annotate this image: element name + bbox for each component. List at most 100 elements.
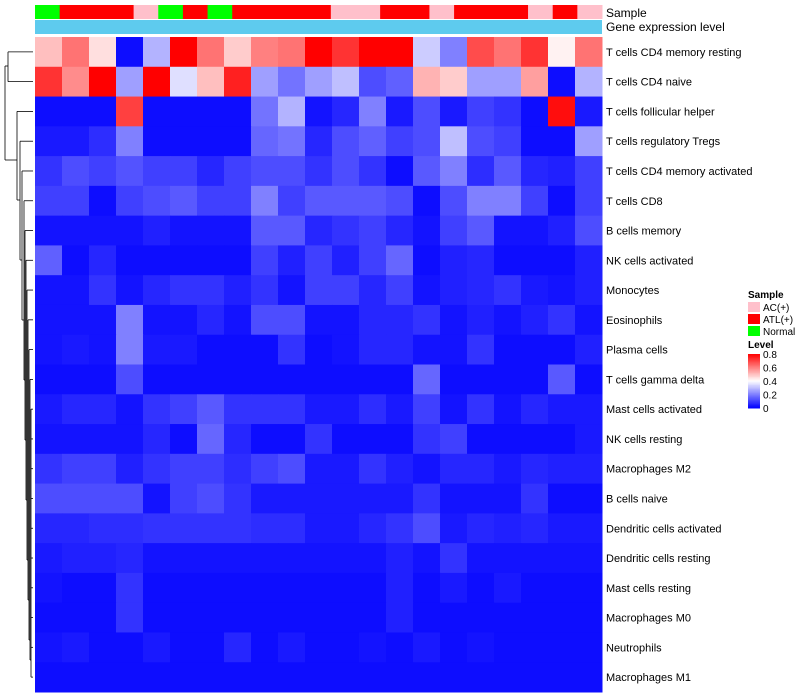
heatmap-cell xyxy=(197,215,225,246)
colorbar-segment xyxy=(748,360,760,363)
heatmap-cell xyxy=(251,394,279,425)
heatmap-cell xyxy=(143,96,171,127)
heatmap-cell xyxy=(170,364,198,395)
heatmap-cell xyxy=(467,632,495,663)
heatmap-cell xyxy=(251,483,279,514)
heatmap-cell xyxy=(251,37,279,68)
heatmap-cell xyxy=(413,543,441,574)
heatmap-cell xyxy=(305,364,333,395)
heatmap-cell xyxy=(116,66,144,98)
heatmap-cell xyxy=(35,364,63,395)
sample-annotation-cell xyxy=(232,5,258,19)
heatmap-cell xyxy=(89,513,117,544)
heatmap-cell xyxy=(143,245,171,276)
heatmap-cell xyxy=(548,394,576,425)
heatmap-cell xyxy=(521,424,549,455)
heatmap-cell xyxy=(494,662,522,693)
row-label: Macrophages M2 xyxy=(606,464,691,476)
heatmap-cell xyxy=(467,215,495,246)
heatmap-cell xyxy=(440,334,468,365)
heatmap-cell xyxy=(89,364,117,395)
heatmap-cell xyxy=(413,632,441,663)
heatmap-cell xyxy=(359,215,387,246)
heatmap-cell xyxy=(62,126,90,157)
row-label: Dendritic cells activated xyxy=(606,523,722,535)
heatmap-cell xyxy=(467,304,495,336)
heatmap-cell xyxy=(62,662,90,693)
heatmap-cell xyxy=(521,275,549,306)
heatmap-cell xyxy=(62,483,90,514)
heatmap-cell xyxy=(494,275,522,306)
heatmap-cell xyxy=(467,245,495,276)
heatmap-cell xyxy=(521,96,549,127)
heatmap-cell xyxy=(170,394,198,425)
heatmap-cell xyxy=(521,185,549,217)
heatmap-cell xyxy=(494,453,522,485)
heatmap-cell xyxy=(575,662,603,693)
heatmap-cell xyxy=(278,215,306,246)
heatmap-cell xyxy=(413,66,441,98)
heatmap-cell xyxy=(548,275,576,306)
heatmap-cell xyxy=(386,424,414,455)
heatmap-cell xyxy=(35,156,63,187)
heatmap-cell xyxy=(440,483,468,514)
heatmap-cell xyxy=(467,156,495,187)
heatmap-cell xyxy=(305,424,333,455)
colorbar-segment xyxy=(748,382,760,385)
heatmap-cell xyxy=(332,66,360,98)
heatmap-cell xyxy=(332,662,360,693)
heatmap-cell xyxy=(440,304,468,336)
heatmap-cell xyxy=(467,572,495,604)
heatmap-cell xyxy=(251,602,279,633)
heatmap-cell xyxy=(332,37,360,68)
heatmap-cell xyxy=(251,126,279,157)
heatmap-cell xyxy=(143,424,171,455)
heatmap-cell xyxy=(386,543,414,574)
heatmap-cell xyxy=(440,394,468,425)
heatmap-cell xyxy=(305,37,333,68)
heatmap-cell xyxy=(440,364,468,395)
heatmap-cell xyxy=(224,126,252,157)
heatmap-cell xyxy=(251,66,279,98)
heatmap-cell xyxy=(575,543,603,574)
heatmap-cell xyxy=(224,394,252,425)
heatmap-cell xyxy=(170,66,198,98)
heatmap-cell xyxy=(467,394,495,425)
colorbar-segment xyxy=(748,378,760,381)
heatmap-cell xyxy=(170,483,198,514)
heatmap-cell xyxy=(548,543,576,574)
colorbar-tick-label: 0 xyxy=(763,404,769,415)
heatmap-cell xyxy=(224,37,252,68)
heatmap-cell xyxy=(224,275,252,306)
heatmap-cell xyxy=(467,453,495,485)
sample-annotation-cell xyxy=(503,5,529,19)
heatmap-cell xyxy=(467,364,495,395)
heatmap-cell xyxy=(89,245,117,276)
heatmap-cell xyxy=(116,483,144,514)
heatmap-cell xyxy=(143,126,171,157)
heatmap-cell xyxy=(35,304,63,336)
colorbar-tick-label: 0.2 xyxy=(763,391,777,402)
heatmap-cell xyxy=(62,364,90,395)
heatmap-cell xyxy=(494,96,522,127)
heatmap-cell xyxy=(359,453,387,485)
sample-annotation-cell xyxy=(207,5,233,19)
heatmap-cell xyxy=(143,304,171,336)
colorbar-segment xyxy=(748,393,760,395)
heatmap-cell xyxy=(494,602,522,633)
heatmap-cell xyxy=(170,602,198,633)
heatmap-cell xyxy=(467,126,495,157)
heatmap-cell xyxy=(116,513,144,544)
heatmap-cell xyxy=(305,156,333,187)
heatmap-cell xyxy=(332,185,360,217)
heatmap-cell xyxy=(143,364,171,395)
heatmap-cell xyxy=(548,156,576,187)
heatmap-cell xyxy=(548,37,576,68)
heatmap-cell xyxy=(35,602,63,633)
heatmap-cell xyxy=(548,245,576,276)
heatmap-cell xyxy=(89,156,117,187)
colorbar-segment xyxy=(748,402,760,405)
row-label: Neutrophils xyxy=(606,642,662,654)
sample-annotation-cell xyxy=(577,5,603,19)
heatmap-cell xyxy=(116,394,144,425)
